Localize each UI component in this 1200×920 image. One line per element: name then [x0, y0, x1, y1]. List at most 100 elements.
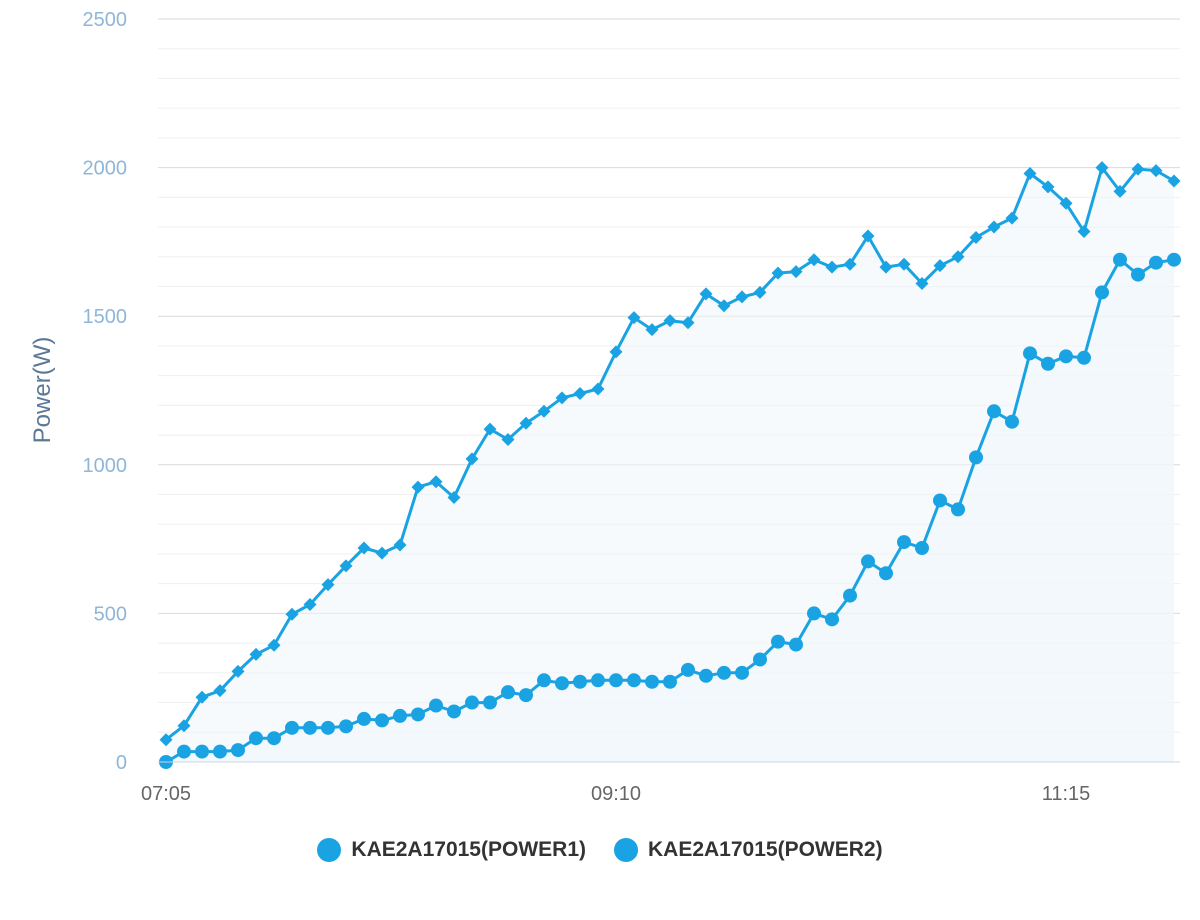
- series-2-point[interactable]: [249, 731, 263, 746]
- series-1-point[interactable]: [1167, 174, 1181, 188]
- series-2-point[interactable]: [1113, 252, 1127, 267]
- series-2-point[interactable]: [915, 541, 929, 556]
- series-2-point[interactable]: [645, 674, 659, 689]
- series-1-point[interactable]: [897, 257, 911, 271]
- series-2-point[interactable]: [1059, 349, 1073, 364]
- series-1-point[interactable]: [609, 345, 623, 359]
- series-1-point[interactable]: [987, 220, 1001, 234]
- series-1-point[interactable]: [933, 259, 947, 273]
- series-1-point[interactable]: [1005, 211, 1019, 225]
- series-1-point[interactable]: [1023, 167, 1037, 181]
- series-1-point[interactable]: [627, 311, 641, 325]
- series-2-point[interactable]: [609, 673, 623, 688]
- series-1-point[interactable]: [447, 490, 461, 504]
- series-2-point[interactable]: [933, 493, 947, 508]
- series-2-point[interactable]: [897, 535, 911, 550]
- series-1-point[interactable]: [681, 316, 695, 330]
- series-1-point[interactable]: [591, 382, 605, 396]
- series-1-point[interactable]: [213, 684, 227, 698]
- series-1-point[interactable]: [1059, 196, 1073, 210]
- series-1-point[interactable]: [699, 287, 713, 301]
- series-2-point[interactable]: [1041, 356, 1055, 371]
- series-1-point[interactable]: [663, 314, 677, 328]
- series-1-point[interactable]: [915, 277, 929, 291]
- series-1-point[interactable]: [879, 260, 893, 274]
- series-2-point[interactable]: [231, 743, 245, 758]
- series-1-point[interactable]: [159, 733, 173, 747]
- series-1-point[interactable]: [1131, 162, 1145, 176]
- series-1-point[interactable]: [231, 664, 245, 678]
- series-1-point[interactable]: [177, 719, 191, 733]
- series-2-point[interactable]: [573, 674, 587, 689]
- series-2-point[interactable]: [951, 502, 965, 517]
- series-2-point[interactable]: [807, 606, 821, 621]
- series-2-point[interactable]: [429, 698, 443, 713]
- series-2-point[interactable]: [591, 673, 605, 688]
- series-1-point[interactable]: [375, 546, 389, 560]
- series-2-point[interactable]: [267, 731, 281, 746]
- series-1-point[interactable]: [249, 647, 263, 661]
- series-2-point[interactable]: [681, 662, 695, 677]
- series-2-point[interactable]: [537, 673, 551, 688]
- series-2-point[interactable]: [1167, 252, 1181, 267]
- series-1-point[interactable]: [303, 597, 317, 611]
- series-2-point[interactable]: [753, 652, 767, 667]
- series-2-point[interactable]: [1077, 350, 1091, 365]
- series-2-point[interactable]: [321, 720, 335, 735]
- series-1-point[interactable]: [1041, 180, 1055, 194]
- series-1-point[interactable]: [573, 386, 587, 400]
- series-1-point[interactable]: [357, 541, 371, 555]
- series-1-point[interactable]: [969, 230, 983, 244]
- series-2-point[interactable]: [1095, 285, 1109, 300]
- series-2-point[interactable]: [1023, 346, 1037, 361]
- series-2-point[interactable]: [1149, 255, 1163, 270]
- series-2-point[interactable]: [843, 588, 857, 603]
- series-1-point[interactable]: [555, 391, 569, 405]
- series-1-point[interactable]: [321, 578, 335, 592]
- series-1-point[interactable]: [951, 250, 965, 264]
- series-1-point[interactable]: [645, 323, 659, 337]
- series-2-point[interactable]: [735, 665, 749, 680]
- series-2-point[interactable]: [177, 744, 191, 759]
- series-1-point[interactable]: [861, 229, 875, 243]
- series-2-point[interactable]: [465, 695, 479, 710]
- series-2-point[interactable]: [447, 704, 461, 719]
- series-2-point[interactable]: [195, 744, 209, 759]
- series-1-point[interactable]: [735, 290, 749, 304]
- series-1-point[interactable]: [1113, 184, 1127, 198]
- series-2-point[interactable]: [393, 708, 407, 723]
- legend-item-series-2[interactable]: KAE2A17015(POWER2): [614, 838, 883, 862]
- series-1-point[interactable]: [519, 416, 533, 430]
- series-2-point[interactable]: [285, 720, 299, 735]
- series-1-point[interactable]: [537, 404, 551, 418]
- series-1-point[interactable]: [465, 452, 479, 466]
- series-2-point[interactable]: [699, 668, 713, 683]
- series-2-point[interactable]: [519, 688, 533, 703]
- series-1-point[interactable]: [807, 253, 821, 267]
- series-2-point[interactable]: [771, 634, 785, 649]
- series-1-point[interactable]: [411, 480, 425, 494]
- series-1-point[interactable]: [771, 266, 785, 280]
- series-1-point[interactable]: [483, 422, 497, 436]
- series-2-point[interactable]: [789, 637, 803, 652]
- series-2-point[interactable]: [375, 713, 389, 728]
- series-1-point[interactable]: [1149, 164, 1163, 178]
- series-2-point[interactable]: [339, 719, 353, 734]
- series-1-point[interactable]: [393, 538, 407, 552]
- series-1-point[interactable]: [1095, 161, 1109, 175]
- series-2-point[interactable]: [861, 554, 875, 569]
- series-2-point[interactable]: [1005, 414, 1019, 429]
- series-2-point[interactable]: [1131, 267, 1145, 282]
- series-2-point[interactable]: [501, 685, 515, 700]
- series-1-point[interactable]: [429, 475, 443, 489]
- legend-item-series-1[interactable]: KAE2A17015(POWER1): [317, 838, 586, 862]
- series-2-point[interactable]: [663, 674, 677, 689]
- series-2-point[interactable]: [825, 612, 839, 627]
- series-2-point[interactable]: [627, 673, 641, 688]
- series-2-point[interactable]: [987, 404, 1001, 419]
- series-1-point[interactable]: [195, 690, 209, 704]
- series-1-point[interactable]: [501, 433, 515, 447]
- series-2-point[interactable]: [303, 720, 317, 735]
- series-2-point[interactable]: [879, 566, 893, 581]
- series-1-point[interactable]: [825, 260, 839, 274]
